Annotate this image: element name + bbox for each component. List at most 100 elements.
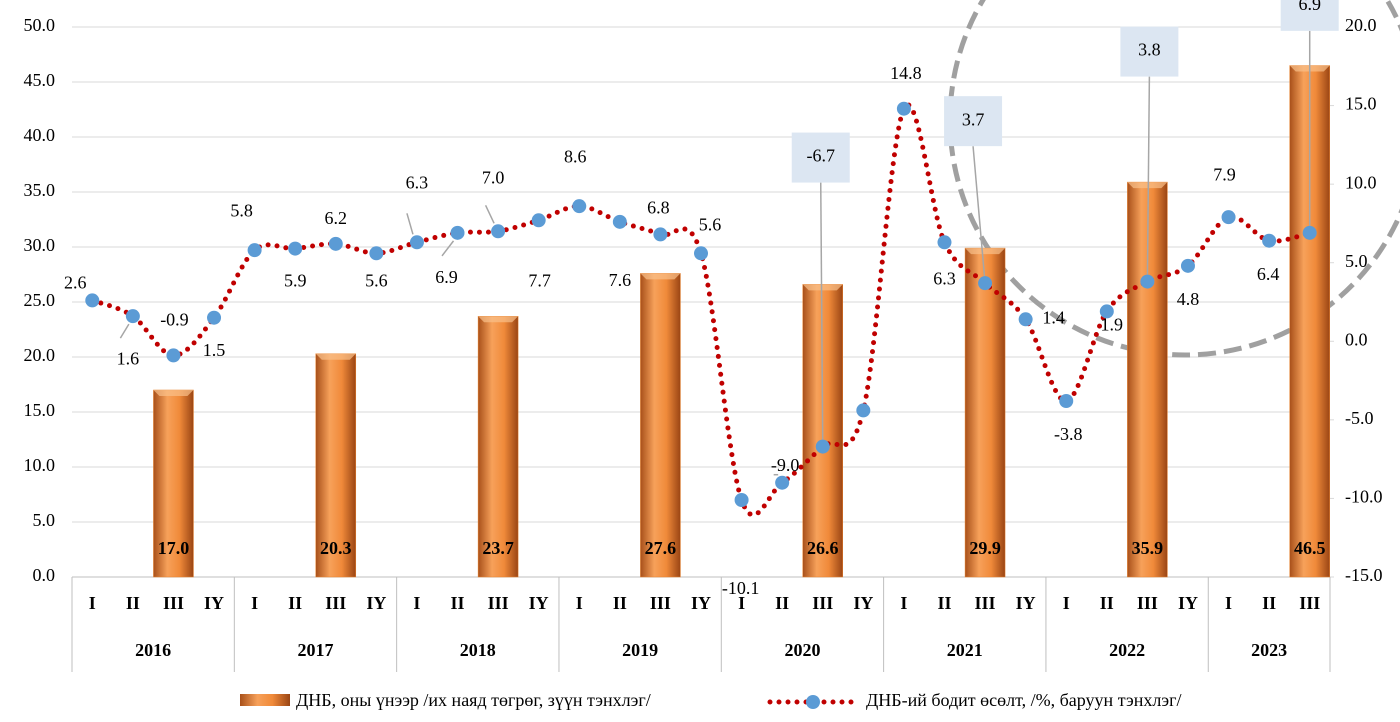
line-value-label: 6.3 [406,172,429,192]
x-tick-label: IY [1178,593,1198,613]
marker [450,225,465,240]
line-value-label: -3.8 [1054,424,1083,444]
line-value-label: 3.7 [962,109,985,129]
y-tick-label: 20.0 [24,345,56,365]
marker [288,241,303,256]
bar [153,389,194,578]
x-tick-label: III [1137,593,1158,613]
line-value-label: 7.0 [482,167,505,187]
bar-bevel [315,353,356,360]
y2-tick-label: 5.0 [1345,251,1368,271]
y-tick-label: 5.0 [33,510,56,530]
marker [775,475,790,490]
marker [1059,394,1074,408]
marker [815,439,830,454]
bar [640,273,681,578]
x-tick-label: IY [1016,593,1036,613]
y2-tick-label: -5.0 [1345,408,1374,428]
y2-tick-label: 0.0 [1345,329,1368,349]
marker [653,227,668,242]
marker [125,309,140,324]
y2-tick-label: -10.0 [1345,487,1383,507]
label-leader [484,204,495,224]
y2-tick-label: -15.0 [1345,565,1383,585]
x-tick-label: I [1063,593,1070,613]
bar-bevel [478,316,519,323]
callout-box [791,132,850,183]
y-tick-label: 15.0 [24,400,56,420]
bar-bevel [640,273,681,280]
bar-value-label: 23.7 [482,538,514,558]
group-label: 2021 [947,640,983,660]
line-value-label: 6.9 [1298,0,1321,14]
line-value-label: 7.9 [1213,164,1236,184]
marker [1099,304,1114,319]
group-label: 2020 [784,640,820,660]
line-value-label: 6.3 [933,268,956,288]
marker [572,199,587,214]
x-tick-label: III [812,593,833,613]
y-tick-label: 45.0 [24,70,56,90]
line-value-label: 5.8 [230,200,253,220]
line-value-label: 8.6 [564,146,587,166]
x-tick-label: II [1100,593,1114,613]
line-value-label: 6.4 [1257,264,1280,284]
growth-line [89,102,1313,518]
line-value-label: 14.8 [890,63,922,83]
line-value-label: -6.7 [806,146,835,166]
group-label: 2019 [622,640,658,660]
x-tick-label: I [900,593,907,613]
line-value-label: -9.0 [771,455,800,475]
x-tick-label: IY [853,593,873,613]
marker [1221,210,1236,225]
group-label: 2016 [135,640,171,660]
bar-value-label: 26.6 [807,538,839,558]
y-tick-label: 10.0 [24,455,56,475]
y-tick-label: 25.0 [24,290,56,310]
bar-value-label: 29.9 [969,538,1001,558]
label-leader [406,213,414,235]
y2-tick-label: 20.0 [1345,15,1377,35]
marker [694,246,708,261]
marker [491,224,506,239]
line-value-label: 5.6 [699,214,722,234]
marker [978,276,993,291]
x-tick-label: IY [529,593,549,613]
x-tick-label: III [1299,593,1320,613]
bar-value-label: 20.3 [320,538,352,558]
line-value-label: 5.6 [365,270,388,290]
y2-tick-label: 10.0 [1345,172,1377,192]
x-tick-label: III [650,593,671,613]
x-tick-label: I [738,593,745,613]
group-label: 2023 [1251,640,1287,660]
group-label: 2022 [1109,640,1145,660]
line-value-label: 1.5 [203,340,226,360]
line-value-label: 5.9 [284,271,307,291]
marker [85,293,100,308]
marker [369,246,384,261]
marker [856,403,871,418]
line-value-label: 4.8 [1177,289,1200,309]
line-value-label: 7.6 [609,270,632,290]
callout-leader [972,146,986,284]
x-tick-label: I [413,593,420,613]
marker [1180,258,1195,273]
legend-label: ДНБ, оны үнээр /их наяд төгрөг, зүүн тэн… [296,690,651,710]
bar-value-label: 17.0 [158,538,190,558]
y-tick-label: 40.0 [24,125,56,145]
x-tick-label: II [288,593,302,613]
x-tick-label: II [126,593,140,613]
x-tick-label: III [163,593,184,613]
line-value-label: 1.9 [1101,315,1124,335]
y-tick-label: 35.0 [24,180,56,200]
x-tick-label: I [251,593,258,613]
marker [1302,225,1317,240]
axis-mask [1333,0,1400,578]
bar-bevel [802,284,843,291]
callout-box [1120,26,1179,77]
bar [964,247,1006,578]
line-value-label: 6.8 [647,198,670,218]
line-value-label: 7.7 [528,270,551,290]
marker [409,235,424,250]
line-value-label: 6.2 [325,208,348,228]
